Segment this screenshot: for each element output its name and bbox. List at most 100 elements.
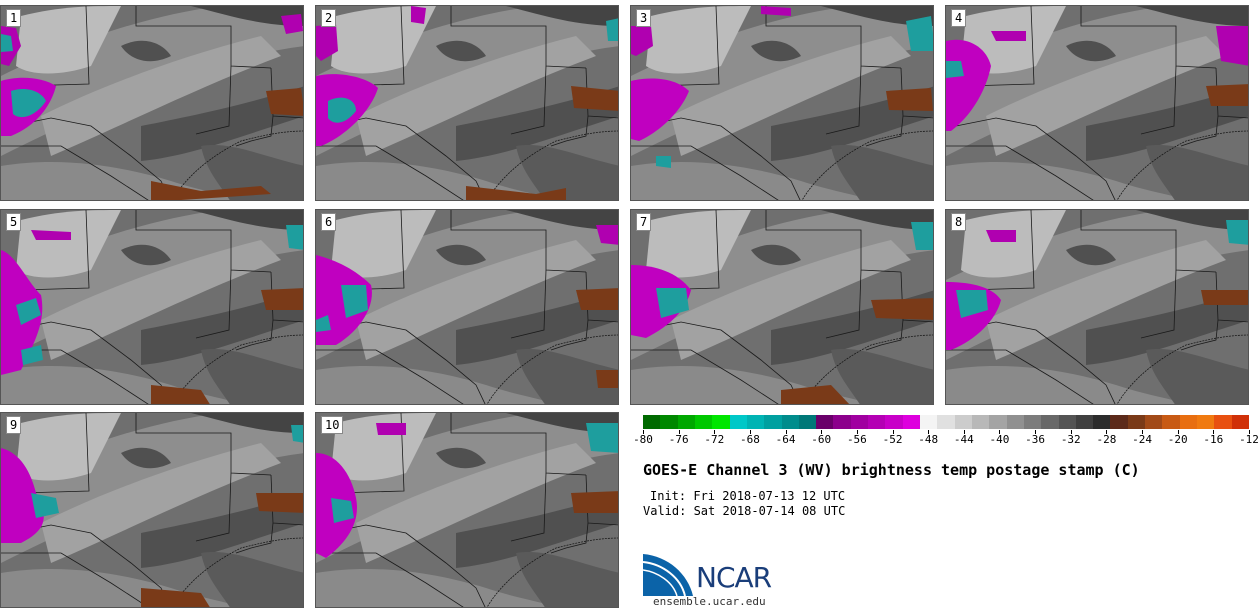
colorbar-tick-label: -76 [668,433,689,446]
panel-label: 10 [321,416,344,434]
water-vapor-map [946,6,1248,201]
colorbar-segment [677,415,695,429]
panel-label: 6 [321,213,337,231]
colorbar-tick-label: -16 [1203,433,1224,446]
colorbar-segment [1058,415,1076,429]
colorbar-tick [821,430,823,434]
colorbar-segment [643,415,661,429]
colorbar-segment [1041,415,1059,429]
water-vapor-map [1,210,303,404]
colorbar-segment [660,415,678,429]
water-vapor-map [316,6,618,200]
colorbar-segment [694,415,713,429]
colorbar-tick-label: -56 [846,433,867,446]
colorbar-tick-label: -40 [989,433,1010,446]
ensemble-member-panel-1[interactable]: 1 [0,5,304,201]
ensemble-member-panel-7[interactable]: 7 [630,209,934,405]
site-url[interactable]: ensemble.ucar.edu [653,595,766,608]
panel-label: 4 [951,9,967,27]
ensemble-member-panel-10[interactable]: 10 [315,412,619,608]
panel-label: 9 [6,416,22,434]
init-time: Init: Fri 2018-07-13 12 UTC [650,489,846,503]
colorbar-segment [902,415,920,429]
colorbar-tick [643,430,644,434]
colorbar-segment [833,415,851,429]
colorbar-segment [1093,415,1111,429]
colorbar-segment [954,415,972,429]
colorbar-tick-label: -72 [704,433,725,446]
colorbar-tick-label: -48 [918,433,939,446]
colorbar-segment [885,415,903,429]
water-vapor-map [1,6,303,200]
water-vapor-map [316,413,618,608]
colorbar-tick-label: -28 [1096,433,1117,446]
colorbar-segment [1110,415,1128,429]
panel-label: 5 [6,213,22,231]
colorbar-tick [749,430,751,434]
colorbar-tick [1142,430,1144,434]
colorbar-tick-label: -12 [1239,433,1259,446]
colorbar-segment [971,415,990,429]
panel-label: 1 [6,9,22,27]
colorbar-tick-label: -20 [1167,433,1188,446]
colorbar-segment [1197,415,1215,429]
colorbar [643,415,1249,429]
colorbar-tick [856,430,858,434]
colorbar-tick [1177,430,1179,434]
colorbar-segment [1145,415,1163,429]
colorbar-tick [999,430,1001,434]
colorbar-segment [1006,415,1024,429]
ncar-logo [643,554,693,596]
colorbar-segment [1127,415,1146,429]
colorbar-tick-label: -52 [882,433,903,446]
colorbar-segment [1179,415,1197,429]
colorbar-segment [781,415,799,429]
colorbar-segment [1231,415,1249,429]
colorbar-tick [1035,430,1037,434]
panel-label: 2 [321,9,337,27]
colorbar-segment [816,415,834,429]
colorbar-segment [1075,415,1094,429]
water-vapor-map [631,210,933,404]
ensemble-member-panel-5[interactable]: 5 [0,209,304,405]
colorbar-tick [785,430,787,434]
colorbar-tick-label: -24 [1132,433,1152,446]
ncar-logo-text: NCAR [696,561,772,594]
ensemble-member-panel-2[interactable]: 2 [315,5,619,201]
water-vapor-map [316,210,618,405]
ensemble-member-panel-9[interactable]: 9 [0,412,304,608]
valid-time: Valid: Sat 2018-07-14 08 UTC [643,504,846,518]
plot-title: GOES-E Channel 3 (WV) brightness temp po… [643,461,1140,479]
ensemble-member-panel-8[interactable]: 8 [945,209,1249,405]
colorbar-tick [892,430,894,434]
colorbar-tick [928,430,930,434]
colorbar-tick-label: -60 [811,433,832,446]
colorbar-tick-label: -32 [1060,433,1081,446]
colorbar-tick [963,430,965,434]
colorbar-tick [1213,430,1215,434]
colorbar-tick [1106,430,1108,434]
ensemble-member-panel-3[interactable]: 3 [630,5,934,201]
water-vapor-map [631,6,933,201]
colorbar-segment [920,415,938,429]
colorbar-segment [937,415,955,429]
colorbar-segment [746,415,765,429]
colorbar-segment [764,415,782,429]
panel-label: 7 [636,213,652,231]
water-vapor-map [946,210,1248,405]
colorbar-tick-label: -36 [1025,433,1046,446]
ensemble-member-panel-4[interactable]: 4 [945,5,1249,201]
colorbar-tick-label: -68 [740,433,760,446]
colorbar-segment [868,415,886,429]
colorbar-tick [678,430,680,434]
water-vapor-map [1,413,303,607]
colorbar-segment [850,415,869,429]
colorbar-segment [1214,415,1232,429]
colorbar-tick-label: -64 [775,433,796,446]
colorbar-tick [714,430,716,434]
colorbar-segment [729,415,747,429]
colorbar-ticks: -80 -76 -72 -68 -64 -60 -56 -52 -48 -44 -40 -36 -32 -… [630,430,1260,452]
ensemble-member-panel-6[interactable]: 6 [315,209,619,405]
colorbar-tick [1249,430,1250,434]
panel-label: 8 [951,213,967,231]
